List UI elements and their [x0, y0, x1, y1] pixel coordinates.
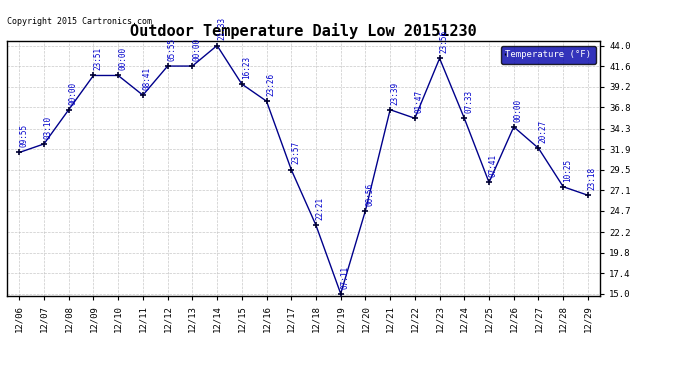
Text: 01:47: 01:47	[415, 90, 424, 113]
Text: 21:33: 21:33	[217, 17, 226, 40]
Text: 23:56: 23:56	[440, 30, 449, 53]
Title: Outdoor Temperature Daily Low 20151230: Outdoor Temperature Daily Low 20151230	[130, 23, 477, 39]
Text: 10:25: 10:25	[563, 159, 572, 182]
Text: 23:51: 23:51	[93, 47, 102, 70]
Text: 03:10: 03:10	[44, 116, 53, 139]
Text: 00:00: 00:00	[193, 38, 201, 61]
Text: 23:26: 23:26	[266, 73, 275, 96]
Legend: Temperature (°F): Temperature (°F)	[501, 46, 595, 64]
Text: 07:41: 07:41	[489, 154, 498, 177]
Text: 05:55: 05:55	[168, 38, 177, 61]
Text: 22:21: 22:21	[316, 197, 325, 220]
Text: 00:56: 00:56	[366, 182, 375, 206]
Text: 23:18: 23:18	[588, 167, 597, 190]
Text: 07:11: 07:11	[341, 266, 350, 288]
Text: 16:23: 16:23	[241, 56, 250, 79]
Text: 00:00: 00:00	[514, 99, 523, 122]
Text: 20:27: 20:27	[538, 120, 547, 143]
Text: Copyright 2015 Cartronics.com: Copyright 2015 Cartronics.com	[7, 17, 152, 26]
Text: 00:00: 00:00	[118, 47, 127, 70]
Text: 00:00: 00:00	[69, 81, 78, 105]
Text: 08:41: 08:41	[143, 67, 152, 90]
Text: 09:55: 09:55	[19, 124, 28, 147]
Text: 07:33: 07:33	[464, 90, 473, 113]
Text: 23:39: 23:39	[390, 81, 399, 105]
Text: 23:57: 23:57	[291, 141, 300, 165]
